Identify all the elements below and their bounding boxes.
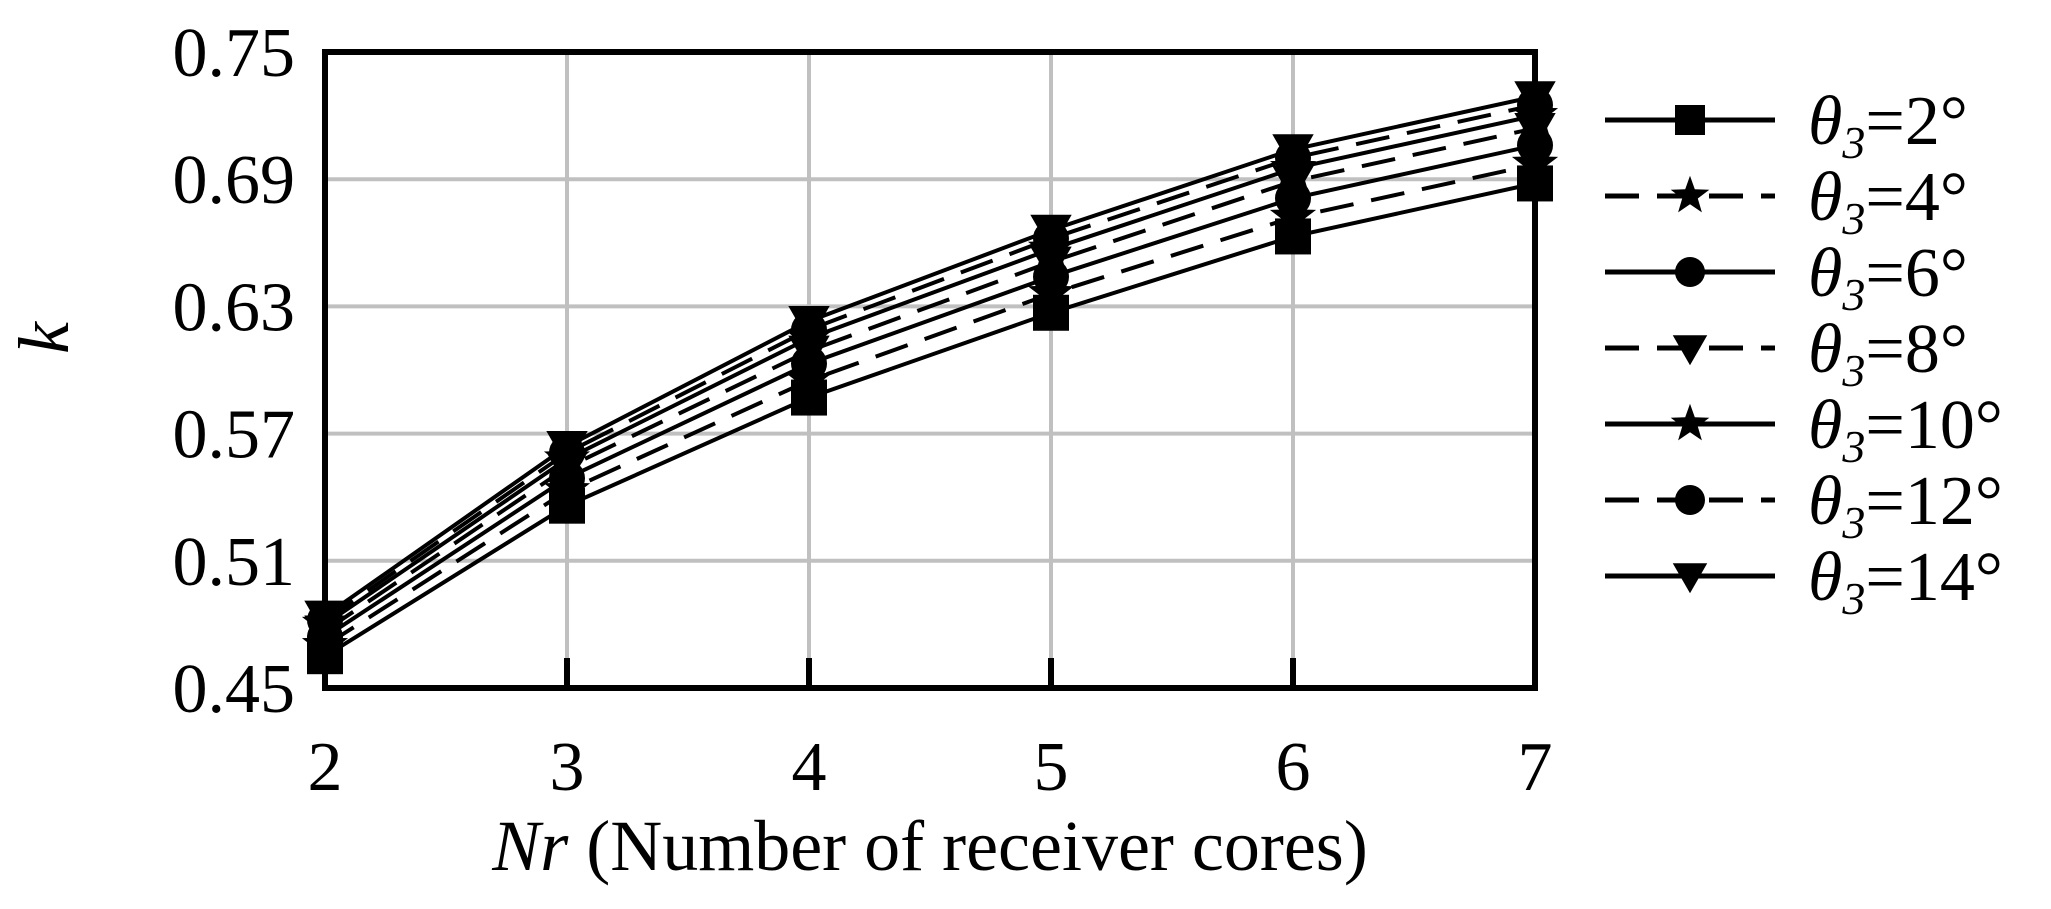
legend-label-subscript: 3 xyxy=(1841,193,1865,244)
legend-label-symbol: θ xyxy=(1808,463,1842,540)
marker-triangle-down xyxy=(1272,134,1314,171)
grid-lines xyxy=(325,52,1535,688)
series-line xyxy=(323,162,1536,648)
series-line xyxy=(323,181,1536,658)
x-tick-label: 6 xyxy=(1276,729,1311,806)
legend-label-subscript: 3 xyxy=(1841,497,1865,548)
series-line xyxy=(323,94,1536,618)
legend-label: θ3=14° xyxy=(1808,539,2003,624)
marker-circle xyxy=(1675,257,1705,287)
series-line xyxy=(323,113,1536,627)
series-markers xyxy=(301,81,1559,675)
legend-label: θ3=6° xyxy=(1808,235,1968,320)
legend-label-symbol: θ xyxy=(1808,83,1842,160)
legend-label: θ3=10° xyxy=(1808,387,2003,472)
x-axis-title-variable: Nr xyxy=(491,806,569,886)
marker-triangle-down xyxy=(1672,335,1708,366)
series-lines xyxy=(323,94,1536,658)
legend-item: θ3=12° xyxy=(1605,463,2003,548)
legend-label: θ3=4° xyxy=(1808,159,1968,244)
legend-label-subscript: 3 xyxy=(1841,117,1865,168)
y-tick-label: 0.63 xyxy=(173,269,296,346)
legend-label-subscript: 3 xyxy=(1841,345,1865,396)
legend-label-value: =2° xyxy=(1865,83,1967,160)
y-tick-label: 0.51 xyxy=(173,524,296,601)
x-axis-title: Nr (Number of receiver cores) xyxy=(491,806,1368,886)
legend-item: θ3=4° xyxy=(1605,159,1968,244)
y-axis-tick-labels: 0.45 0.51 0.57 0.63 0.69 0.75 xyxy=(173,15,296,728)
legend-label-subscript: 3 xyxy=(1841,573,1865,624)
legend-label: θ3=2° xyxy=(1808,83,1968,168)
legend: θ3=2°θ3=4°θ3=6°θ3=8°θ3=10°θ3=12°θ3=14° xyxy=(1605,83,2003,624)
legend-label-symbol: θ xyxy=(1808,387,1842,464)
legend-label-symbol: θ xyxy=(1808,539,1842,616)
x-axis-title-text: (Number of receiver cores) xyxy=(568,806,1368,886)
marker-star xyxy=(1670,403,1710,441)
legend-label: θ3=8° xyxy=(1808,311,1968,396)
legend-label-symbol: θ xyxy=(1808,311,1842,388)
marker-triangle-down xyxy=(1030,214,1072,251)
y-tick-label: 0.45 xyxy=(173,651,296,728)
legend-label-symbol: θ xyxy=(1808,235,1842,312)
legend-item: θ3=14° xyxy=(1605,539,2003,624)
x-tick-label: 3 xyxy=(550,729,585,806)
marker-circle xyxy=(1675,485,1705,515)
legend-label-value: =12° xyxy=(1865,463,2002,540)
marker-triangle-down xyxy=(788,305,830,342)
x-tick-label: 2 xyxy=(308,729,343,806)
y-axis-title: k xyxy=(4,320,84,354)
legend-item: θ3=6° xyxy=(1605,235,1968,320)
legend-label-value: =6° xyxy=(1865,235,1967,312)
marker-square xyxy=(1675,105,1705,135)
marker-triangle-down xyxy=(1672,563,1708,594)
x-tick-label: 4 xyxy=(792,729,827,806)
y-tick-label: 0.75 xyxy=(173,15,296,92)
marker-star xyxy=(1670,175,1710,213)
legend-label-subscript: 3 xyxy=(1841,269,1865,320)
marker-triangle-down xyxy=(546,431,588,468)
legend-label-subscript: 3 xyxy=(1841,421,1865,472)
legend-item: θ3=2° xyxy=(1605,83,1968,168)
x-tick-label: 5 xyxy=(1034,729,1069,806)
series-line xyxy=(323,126,1536,633)
legend-label-value: =10° xyxy=(1865,387,2002,464)
series-line xyxy=(323,103,1536,622)
series-line xyxy=(323,143,1536,639)
legend-label-value: =4° xyxy=(1865,159,1967,236)
legend-item: θ3=8° xyxy=(1605,311,1968,396)
x-axis-tick-labels: 2 3 4 5 6 7 xyxy=(308,729,1553,806)
legend-item: θ3=10° xyxy=(1605,387,2003,472)
legend-label-symbol: θ xyxy=(1808,159,1842,236)
y-tick-label: 0.69 xyxy=(173,142,296,219)
plot-area-frame xyxy=(322,49,1538,691)
x-major-ticks xyxy=(322,658,1538,688)
x-tick-label: 7 xyxy=(1518,729,1553,806)
legend-label: θ3=12° xyxy=(1808,463,2003,548)
legend-label-value: =8° xyxy=(1865,311,1967,388)
legend-label-value: =14° xyxy=(1865,539,2002,616)
y-tick-label: 0.57 xyxy=(173,397,296,474)
